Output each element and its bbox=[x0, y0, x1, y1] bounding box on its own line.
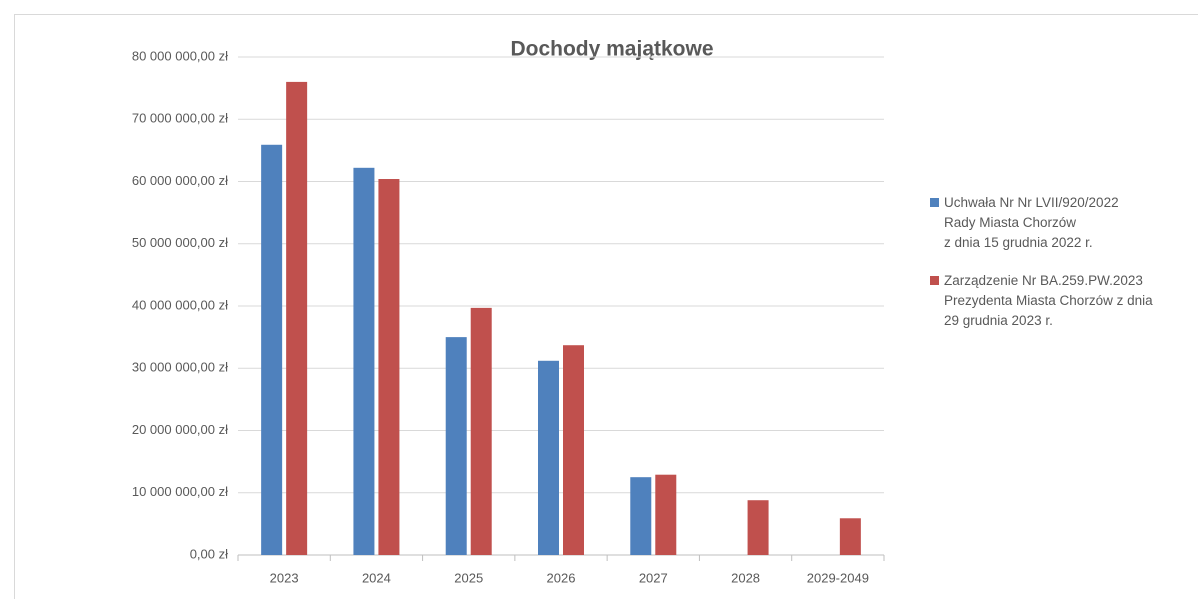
x-tick-label: 2027 bbox=[639, 570, 668, 585]
bar bbox=[261, 144, 283, 555]
bar bbox=[378, 179, 400, 555]
y-tick-label: 40 000 000,00 zł bbox=[132, 297, 228, 312]
x-tick-label: 2023 bbox=[270, 570, 299, 585]
y-tick-label: 50 000 000,00 zł bbox=[132, 235, 228, 250]
y-tick-label: 0,00 zł bbox=[190, 546, 228, 561]
bar bbox=[445, 337, 467, 555]
bar bbox=[630, 477, 652, 555]
y-tick-label: 80 000 000,00 zł bbox=[132, 48, 228, 63]
legend-swatch bbox=[930, 276, 939, 285]
y-tick-label: 10 000 000,00 zł bbox=[132, 484, 228, 499]
bar bbox=[839, 518, 861, 555]
y-tick-label: 60 000 000,00 zł bbox=[132, 173, 228, 188]
y-tick-label: 20 000 000,00 zł bbox=[132, 422, 228, 437]
legend-label: Zarządzenie Nr BA.259.PW.2023 Prezydenta… bbox=[944, 273, 1153, 328]
bar bbox=[286, 81, 308, 556]
bar bbox=[538, 360, 559, 555]
x-tick-label: 2026 bbox=[547, 570, 576, 585]
chart-title: Dochody majątkowe bbox=[510, 38, 713, 61]
y-tick-label: 30 000 000,00 zł bbox=[132, 360, 228, 375]
bar bbox=[470, 307, 492, 555]
x-tick-label: 2028 bbox=[731, 570, 760, 585]
bar bbox=[563, 345, 584, 555]
x-tick-label: 2024 bbox=[362, 570, 391, 585]
bar bbox=[353, 167, 375, 555]
legend-swatch bbox=[930, 198, 939, 207]
y-tick-label: 70 000 000,00 zł bbox=[132, 111, 228, 126]
x-tick-label: 2029-2049 bbox=[807, 570, 869, 585]
chart-border bbox=[14, 14, 1198, 599]
legend-label: Uchwała Nr Nr LVII/920/2022 Rady Miasta … bbox=[944, 195, 1119, 250]
bar bbox=[747, 500, 769, 555]
bar bbox=[655, 474, 677, 555]
x-tick-label: 2025 bbox=[454, 570, 483, 585]
